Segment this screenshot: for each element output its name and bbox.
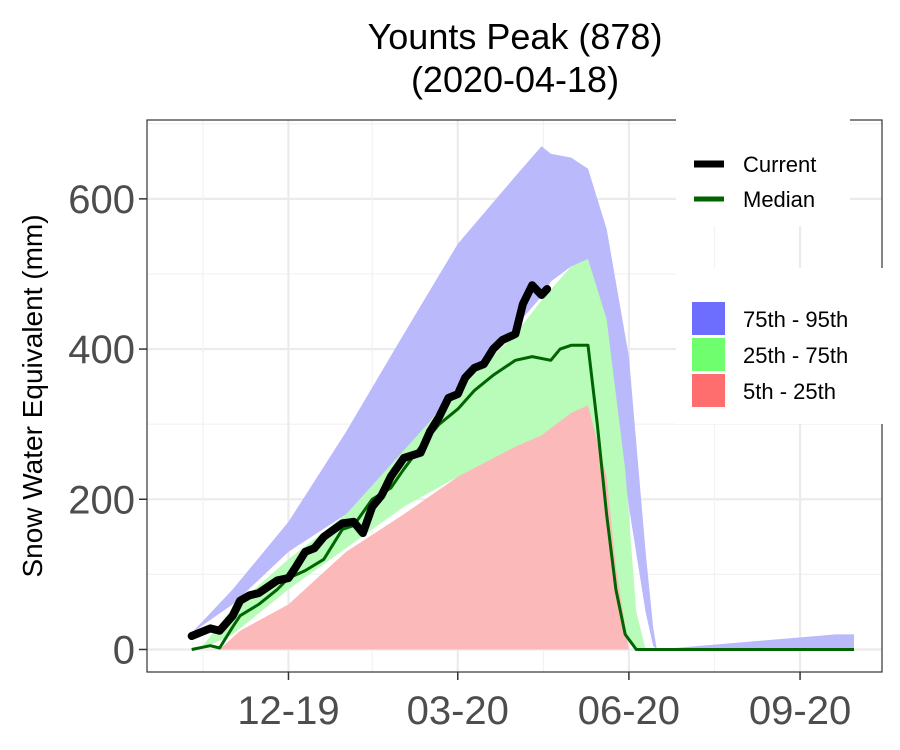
x-tick-label: 06-20 — [578, 689, 680, 733]
band-5th-25th — [219, 405, 629, 650]
legend-label-median: Median — [743, 187, 815, 212]
legend-swatch-1 — [692, 338, 725, 371]
series-lines — [187, 281, 854, 651]
x-tick-label: 03-20 — [407, 689, 509, 733]
x-tick-label: 09-20 — [749, 689, 851, 733]
legend-box-lines — [676, 112, 850, 226]
legend-swatch-2 — [692, 374, 725, 407]
y-axis: 0 200 400 600 — [68, 178, 147, 672]
y-tick-label: 600 — [68, 178, 135, 222]
y-tick-label: 200 — [68, 478, 135, 522]
y-axis-label: Snow Water Equivalent (mm) — [17, 214, 48, 577]
band-75th-95th — [191, 146, 854, 650]
legend: Current Median 75th - 95th 25th - 75th 5th -… — [676, 112, 884, 424]
current-line — [187, 281, 552, 640]
y-tick-label: 0 — [113, 628, 135, 672]
legend-label-current: Current — [743, 152, 816, 177]
x-axis: 12-19 03-20 06-20 09-20 — [237, 672, 851, 733]
y-tick-label: 400 — [68, 328, 135, 372]
chart-title: Younts Peak (878) — [368, 16, 663, 57]
x-tick-label: 12-19 — [237, 689, 339, 733]
legend-swatch-0 — [692, 302, 725, 335]
legend-label-band-2: 5th - 25th — [743, 379, 836, 404]
legend-label-band-1: 25th - 75th — [743, 343, 848, 368]
chart-subtitle: (2020-04-18) — [411, 59, 619, 100]
legend-label-band-0: 75th - 95th — [743, 307, 848, 332]
